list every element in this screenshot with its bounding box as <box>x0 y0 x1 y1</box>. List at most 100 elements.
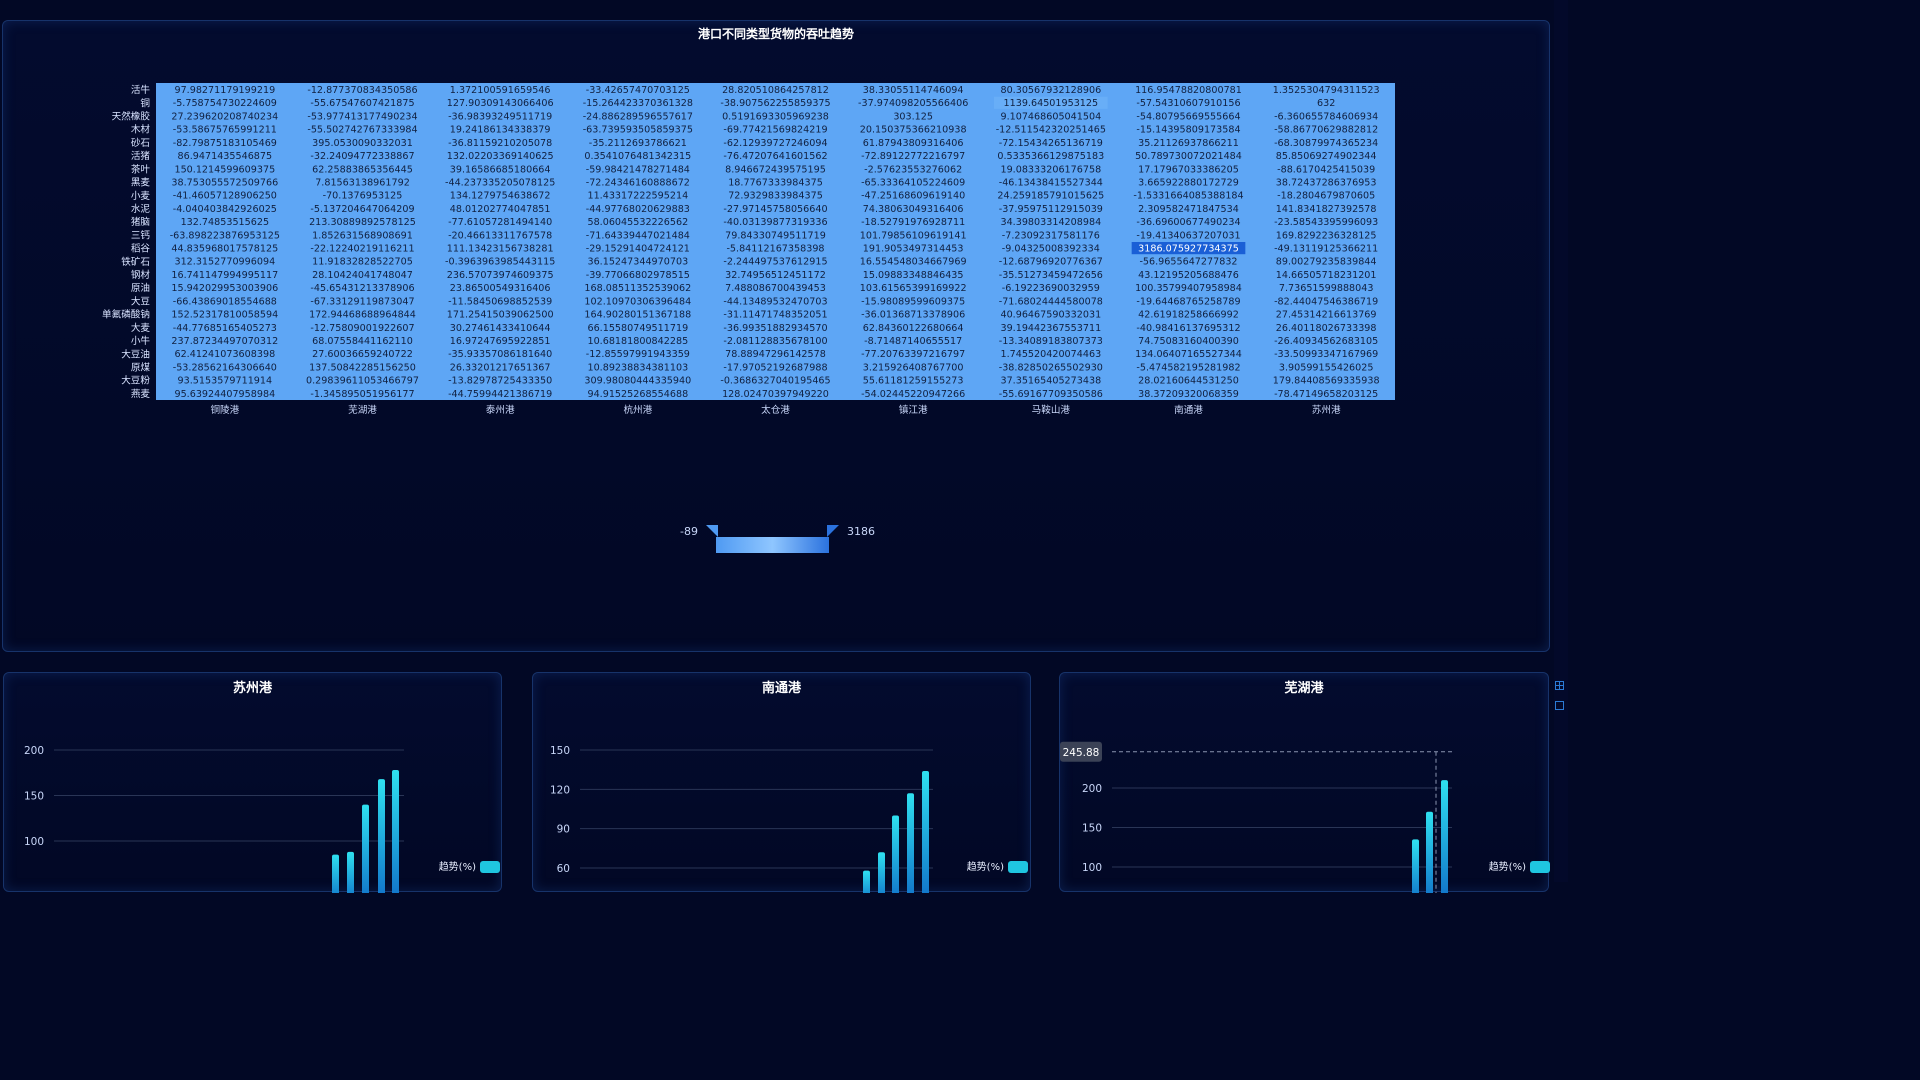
y-tick-label: 200 <box>24 745 44 757</box>
heatmap-cell-value: 23.86500549316406 <box>450 283 551 294</box>
heatmap-cell-value: 16.554548034667969 <box>860 257 967 268</box>
heatmap-cell-value: 168.08511352539062 <box>584 283 691 294</box>
heatmap-row-label: 茶叶 <box>131 163 151 175</box>
heatmap-cell-value: -0.3963963985443115 <box>445 257 555 268</box>
heatmap-cell-value: 9.107468605041504 <box>1000 111 1101 122</box>
heatmap-cell-value: -56.9655647277832 <box>1139 257 1237 268</box>
heatmap-cell-value: 72.9329833984375 <box>728 191 823 202</box>
heatmap-row-label: 大豆 <box>131 295 151 307</box>
bar <box>922 770 929 893</box>
heatmap-cell-value: 1.372100591659546 <box>450 85 551 96</box>
visual-map-handle-low <box>706 525 718 537</box>
heatmap-row-label: 原油 <box>131 282 150 294</box>
heatmap-cell-value: -44.237335205078125 <box>445 177 555 188</box>
heatmap-cell-value: 632 <box>1317 98 1335 109</box>
heatmap-cell-value: 62.41241073608398 <box>174 349 275 360</box>
heatmap-cell-value: 16.97247695922851 <box>450 336 551 347</box>
bar <box>392 770 399 893</box>
grid-icon[interactable] <box>1555 681 1564 690</box>
heatmap-cell-value: -2.081128835678100 <box>723 336 827 347</box>
heatmap-cell-value: 68.07558441162110 <box>312 336 413 347</box>
heatmap-cell-value: 38.72437286376953 <box>1276 177 1377 188</box>
heatmap-cell-value: 169.8292236328125 <box>1276 230 1377 241</box>
heatmap-cell-value: 3.665922880172729 <box>1138 177 1239 188</box>
heatmap-cell-value: 0.29839611053466797 <box>306 376 419 387</box>
heatmap-cell-value: 11.91832828522705 <box>312 257 413 268</box>
heatmap-cell-value: -46.13438415527344 <box>999 177 1103 188</box>
heatmap-cell-value: -18.52791976928711 <box>861 217 965 228</box>
heatmap-cell-value: 38.33055114746094 <box>863 85 964 96</box>
edit-icon[interactable] <box>1555 701 1564 710</box>
suzhou-bar-chart[interactable]: 200 150 100 趋势(%) <box>4 673 503 893</box>
nantong-bar-chart[interactable]: 150 120 90 60 趋势(%) <box>533 673 1032 893</box>
heatmap-cell-value: -32.24094772338867 <box>310 151 414 162</box>
bar <box>362 804 369 893</box>
heatmap-cell-value: 27.239620208740234 <box>171 111 278 122</box>
bar <box>907 793 914 893</box>
heatmap-cell-value: -77.20763397216797 <box>861 349 965 360</box>
heatmap-cell-value: -72.24346160888672 <box>586 177 690 188</box>
heatmap-cell-value: -72.15434265136719 <box>999 138 1103 149</box>
heatmap-cell-value: -55.69167709350586 <box>999 389 1103 400</box>
heatmap-cell-value: 48.01202774047851 <box>450 204 551 215</box>
heatmap-row-label: 铜 <box>140 97 150 109</box>
heatmap-cell-value: 78.88947296142578 <box>725 349 826 360</box>
heatmap-cell-value: -15.98089599609375 <box>861 296 965 307</box>
scrollbar[interactable] <box>1554 0 1568 882</box>
heatmap-chart[interactable]: 活牛铜天然橡胶木材砂石活猪茶叶黑麦小麦水泥猪脑三钙稻谷铁矿石钢材原油大豆单氟磷酸… <box>0 0 1568 660</box>
heatmap-cell-value: 3.90599155426025 <box>1279 362 1374 373</box>
visual-map-min-label: -89 <box>680 525 698 538</box>
heatmap-cell-value: 303.125 <box>893 111 933 122</box>
heatmap-cell-value: -71.64339447021484 <box>586 230 690 241</box>
heatmap-cell-value: -78.47149658203125 <box>1274 389 1378 400</box>
heatmap-cell-value: 191.9053497314453 <box>863 244 964 255</box>
heatmap-cell-value: 137.50842285156250 <box>309 362 416 373</box>
heatmap-cell-value: -54.80795669555664 <box>1136 111 1240 122</box>
heatmap-highlight-cell <box>1131 242 1246 255</box>
visual-map-bar <box>716 537 829 553</box>
heatmap-cell-value: 26.40118026733398 <box>1276 323 1377 334</box>
heatmap-cell-value: -12.85597991943359 <box>586 349 690 360</box>
heatmap-cell-value: 312.3152770996094 <box>174 257 275 268</box>
heatmap-cell-value: 50.789730072021484 <box>1135 151 1242 162</box>
heatmap-cell-value: 100.35799407958984 <box>1135 283 1242 294</box>
heatmap-row-label: 铁矿石 <box>121 256 150 268</box>
heatmap-cell-value: 0.3541076481342315 <box>584 151 691 162</box>
y-tick-label: 100 <box>24 836 44 848</box>
wuhu-bar-chart[interactable]: 200 150 100 趋势(%) 245.88 <box>1060 673 1550 893</box>
nantong-chart-title: 南通港 <box>761 681 801 696</box>
heatmap-cell-value: -77.61057281494140 <box>448 217 552 228</box>
heatmap-cell-value: -18.2804679870605 <box>1277 191 1375 202</box>
heatmap-cell-value: -4.040403842926025 <box>173 204 277 215</box>
y-tick-label: 120 <box>550 784 570 796</box>
legend-swatch <box>1008 861 1028 873</box>
heatmap-cell-value: 39.19442367553711 <box>1000 323 1101 334</box>
heatmap-cell-value: 395.0530090332031 <box>312 138 413 149</box>
heatmap-cell-value: -23.58543395996093 <box>1274 217 1378 228</box>
heatmap-cell-value: 38.753055572509766 <box>171 177 278 188</box>
heatmap-cell-value: -33.50993347167969 <box>1274 349 1378 360</box>
heatmap-cell-value: 132.02203369140625 <box>447 151 554 162</box>
heatmap-row-label: 三钙 <box>131 229 151 241</box>
heatmap-cell-value: 27.60036659240722 <box>312 349 413 360</box>
heatmap-cell-value: 95.63924407958984 <box>174 389 275 400</box>
heatmap-cell-value: 1.3525304794311523 <box>1273 85 1380 96</box>
heatmap-cell-value: 94.91525268554688 <box>587 389 688 400</box>
bar <box>332 854 339 893</box>
heatmap-cell-value: -63.739593505859375 <box>583 125 693 136</box>
heatmap-cell-value: -40.98416137695312 <box>1136 323 1240 334</box>
heatmap-cell-value: -66.43869018554688 <box>173 296 277 307</box>
heatmap-cell-value: 141.8341827392578 <box>1276 204 1377 215</box>
bar <box>378 779 385 893</box>
heatmap-cell-value: 0.5335366129875183 <box>997 151 1104 162</box>
heatmap-cell-value: -1.5331664085388184 <box>1133 191 1243 202</box>
heatmap-cell-value: -19.41340637207031 <box>1136 230 1240 241</box>
heatmap-cell-value: 7.73651599888043 <box>1279 283 1374 294</box>
heatmap-cell-value: 7.81563138961792 <box>315 177 410 188</box>
heatmap-cell-value: 164.90280151367188 <box>584 310 691 321</box>
heatmap-cell-value: 28.10424041748047 <box>312 270 413 281</box>
crosshair-value-box <box>1060 741 1102 762</box>
heatmap-cell-value: 74.75083160400390 <box>1138 336 1239 347</box>
heatmap-cell-value: 66.15580749511719 <box>587 323 688 334</box>
heatmap-cell-value: 44.835968017578125 <box>171 244 278 255</box>
